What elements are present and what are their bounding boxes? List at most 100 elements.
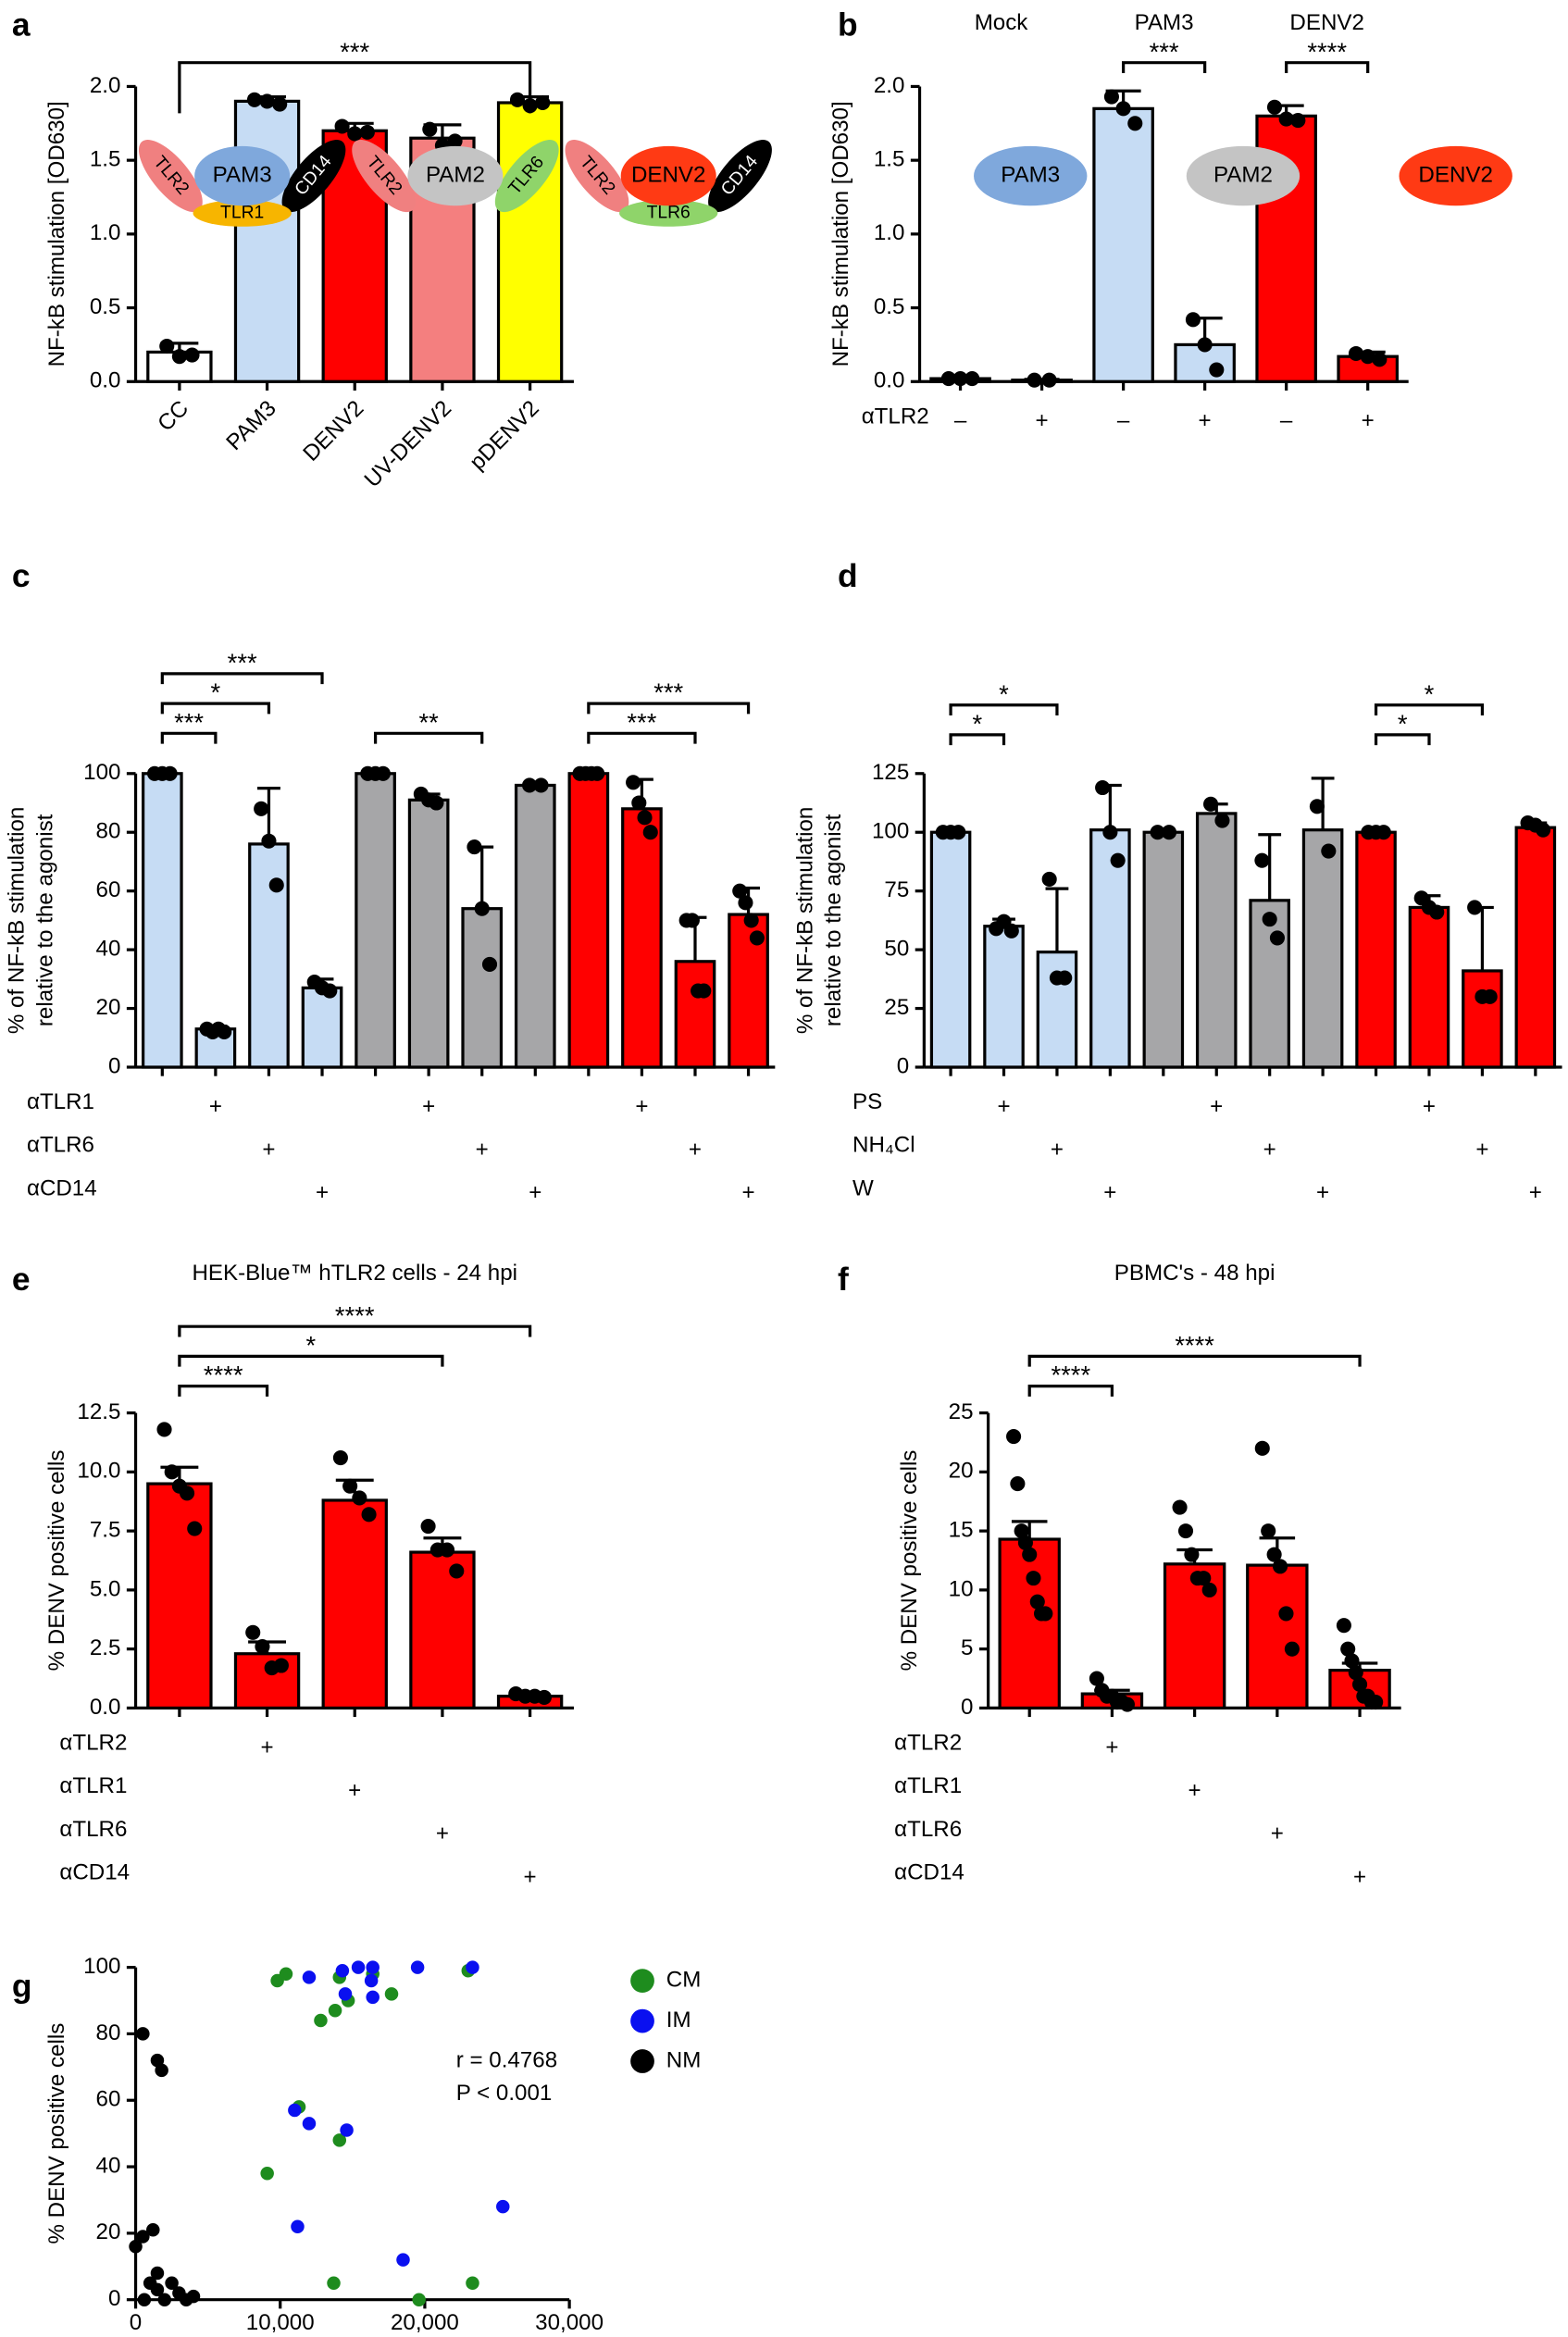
receptor-label: PAM2 [426,162,485,187]
x-tick-label: 10,000 [246,2310,315,2335]
bar [1089,828,1131,1069]
treatment-sign: + [742,1180,755,1205]
data-point [1197,337,1213,353]
y-tick-label: 0.0 [90,368,121,393]
receptor-shape [1186,145,1300,206]
data-point [522,777,538,793]
row-label: PS [852,1089,882,1114]
data-point [179,2293,193,2306]
data-point [366,1960,380,1974]
data-point [1336,1618,1351,1634]
data-point [1027,372,1042,388]
data-point [156,1422,172,1437]
treatment-sign: + [476,1137,489,1162]
stat-note: r = 0.4768 [456,2047,557,2072]
bar [1514,826,1557,1069]
panel-letter: g [12,1968,32,2005]
data-point [1278,1606,1294,1622]
x-tick-label: 30,000 [535,2310,604,2335]
data-point [254,801,269,816]
bar [409,1550,476,1710]
data-point [1467,900,1483,915]
significance-bracket [373,731,484,744]
bar [407,798,450,1069]
data-point [136,2027,150,2041]
data-point [217,1024,232,1039]
data-point [1010,1476,1026,1492]
data-point [260,2166,274,2181]
treatment-sign: + [1362,408,1375,433]
bar [248,842,290,1069]
data-point [533,777,549,793]
treatment-sign: + [1529,1180,1542,1205]
data-point [1017,1535,1033,1550]
data-point [1375,825,1391,840]
data-point [261,833,277,849]
significance-bracket [1027,1354,1362,1367]
receptor-label: DENV2 [1418,162,1493,187]
receptor-shape [193,199,292,227]
treatment-sign: + [436,1821,449,1846]
significance-label: * [1425,679,1435,708]
data-point [535,94,551,111]
bar [1249,899,1290,1069]
row-label: αTLR2 [59,1730,127,1755]
y-tick-label: 60 [96,877,121,902]
significance-label: **** [1307,37,1347,66]
significance-label: *** [627,708,656,737]
error-bar [470,845,494,909]
y-tick-label: 12.5 [77,1399,120,1424]
y-tick-label: 15 [949,1517,974,1542]
y-tick-label: 100 [83,1954,120,1979]
y-tick-label: 40 [96,2153,121,2178]
bar [1408,905,1450,1069]
data-point [1348,1665,1363,1681]
receptor-shape [494,140,559,213]
treatment-sign: – [1280,408,1293,433]
data-point [335,1963,350,1978]
bar [621,807,663,1069]
data-point [749,930,765,946]
data-point [288,2103,302,2118]
y-tick-label: 100 [872,819,909,844]
treatment-sign: + [316,1180,329,1205]
significance-bracket [160,731,218,744]
receptor-shape [620,145,716,206]
data-point [150,2282,165,2297]
panel-letter: c [12,557,31,594]
y-tick-label: 0.5 [874,294,905,319]
y-axis-label: % of NF-kB stimulation [5,807,30,1034]
data-point [1006,1429,1022,1445]
data-point [338,1987,353,2001]
significance-bracket [1121,61,1207,73]
data-point [1014,1523,1029,1539]
significance-label: *** [174,708,204,737]
panel-letter: b [838,6,858,43]
data-point [449,1563,465,1579]
data-point [1290,113,1306,129]
data-point [1254,852,1270,868]
significance-label: *** [228,648,257,677]
receptor-label: PAM3 [1001,162,1060,187]
data-point [474,901,490,916]
y-tick-label: 125 [872,760,909,785]
data-point [429,795,444,811]
legend-marker [630,2008,654,2033]
significance-label: * [1398,709,1408,738]
y-tick-label: 0.0 [874,368,905,393]
data-point [366,1990,380,2005]
data-point [631,795,647,811]
treatment-sign: + [1188,1778,1201,1803]
data-point [375,765,391,781]
bar [1462,969,1503,1069]
data-point [187,1521,203,1536]
significance-label: *** [653,678,683,707]
treatment-sign: + [261,1734,274,1759]
data-point [1262,912,1277,927]
data-point [1095,779,1111,796]
data-point [1269,930,1286,946]
data-point [743,913,759,928]
legend-marker [630,2049,654,2073]
y-tick-label: 40 [96,936,121,961]
data-point [255,1639,270,1655]
